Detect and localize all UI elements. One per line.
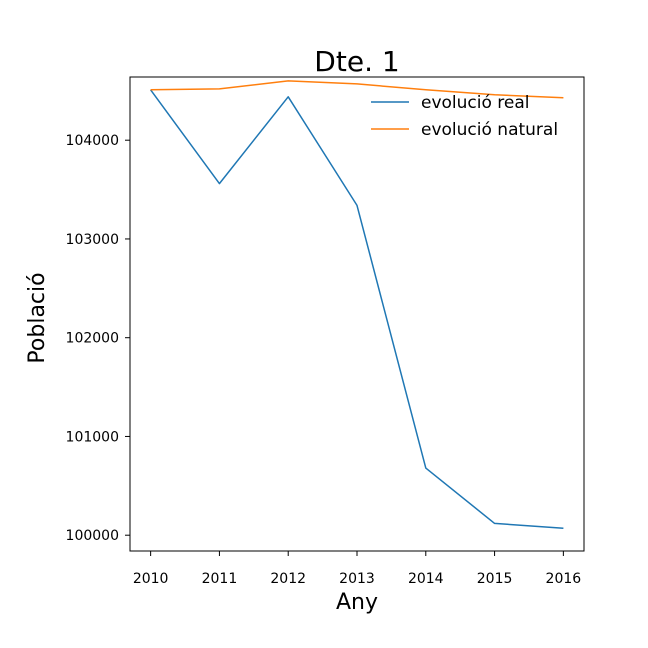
y-tick-label: 101000 bbox=[66, 429, 119, 445]
x-tick-label: 2010 bbox=[133, 571, 169, 587]
x-tick-label: 2012 bbox=[270, 571, 306, 587]
y-tick-label: 102000 bbox=[66, 331, 119, 347]
series-lines bbox=[149, 80, 564, 530]
x-tick-label: 2014 bbox=[408, 571, 444, 587]
x-axis-title: Any bbox=[336, 590, 378, 615]
y-axis-ticks: 100000 101000 102000 103000 104000 bbox=[66, 133, 130, 544]
legend-label: evolució natural bbox=[421, 120, 558, 140]
plot-area-frame bbox=[129, 76, 585, 552]
y-tick-label: 103000 bbox=[66, 232, 119, 248]
y-tick-label: 100000 bbox=[66, 528, 119, 544]
x-tick-label: 2016 bbox=[546, 571, 582, 587]
x-axis-ticks: 2010 2011 2012 2013 2014 2015 2016 bbox=[133, 551, 581, 587]
chart-title: Dte. 1 bbox=[314, 45, 399, 78]
x-tick-label: 2015 bbox=[477, 571, 513, 587]
y-axis-title: Població bbox=[25, 272, 50, 363]
x-tick-label: 2011 bbox=[202, 571, 238, 587]
series-line-1 bbox=[150, 80, 564, 99]
chart-legend: evolució real evolució natural bbox=[371, 93, 558, 140]
series-line-0 bbox=[149, 89, 564, 530]
legend-label: evolució real bbox=[421, 93, 530, 113]
y-tick-label: 104000 bbox=[66, 133, 119, 149]
x-tick-label: 2013 bbox=[339, 571, 375, 587]
